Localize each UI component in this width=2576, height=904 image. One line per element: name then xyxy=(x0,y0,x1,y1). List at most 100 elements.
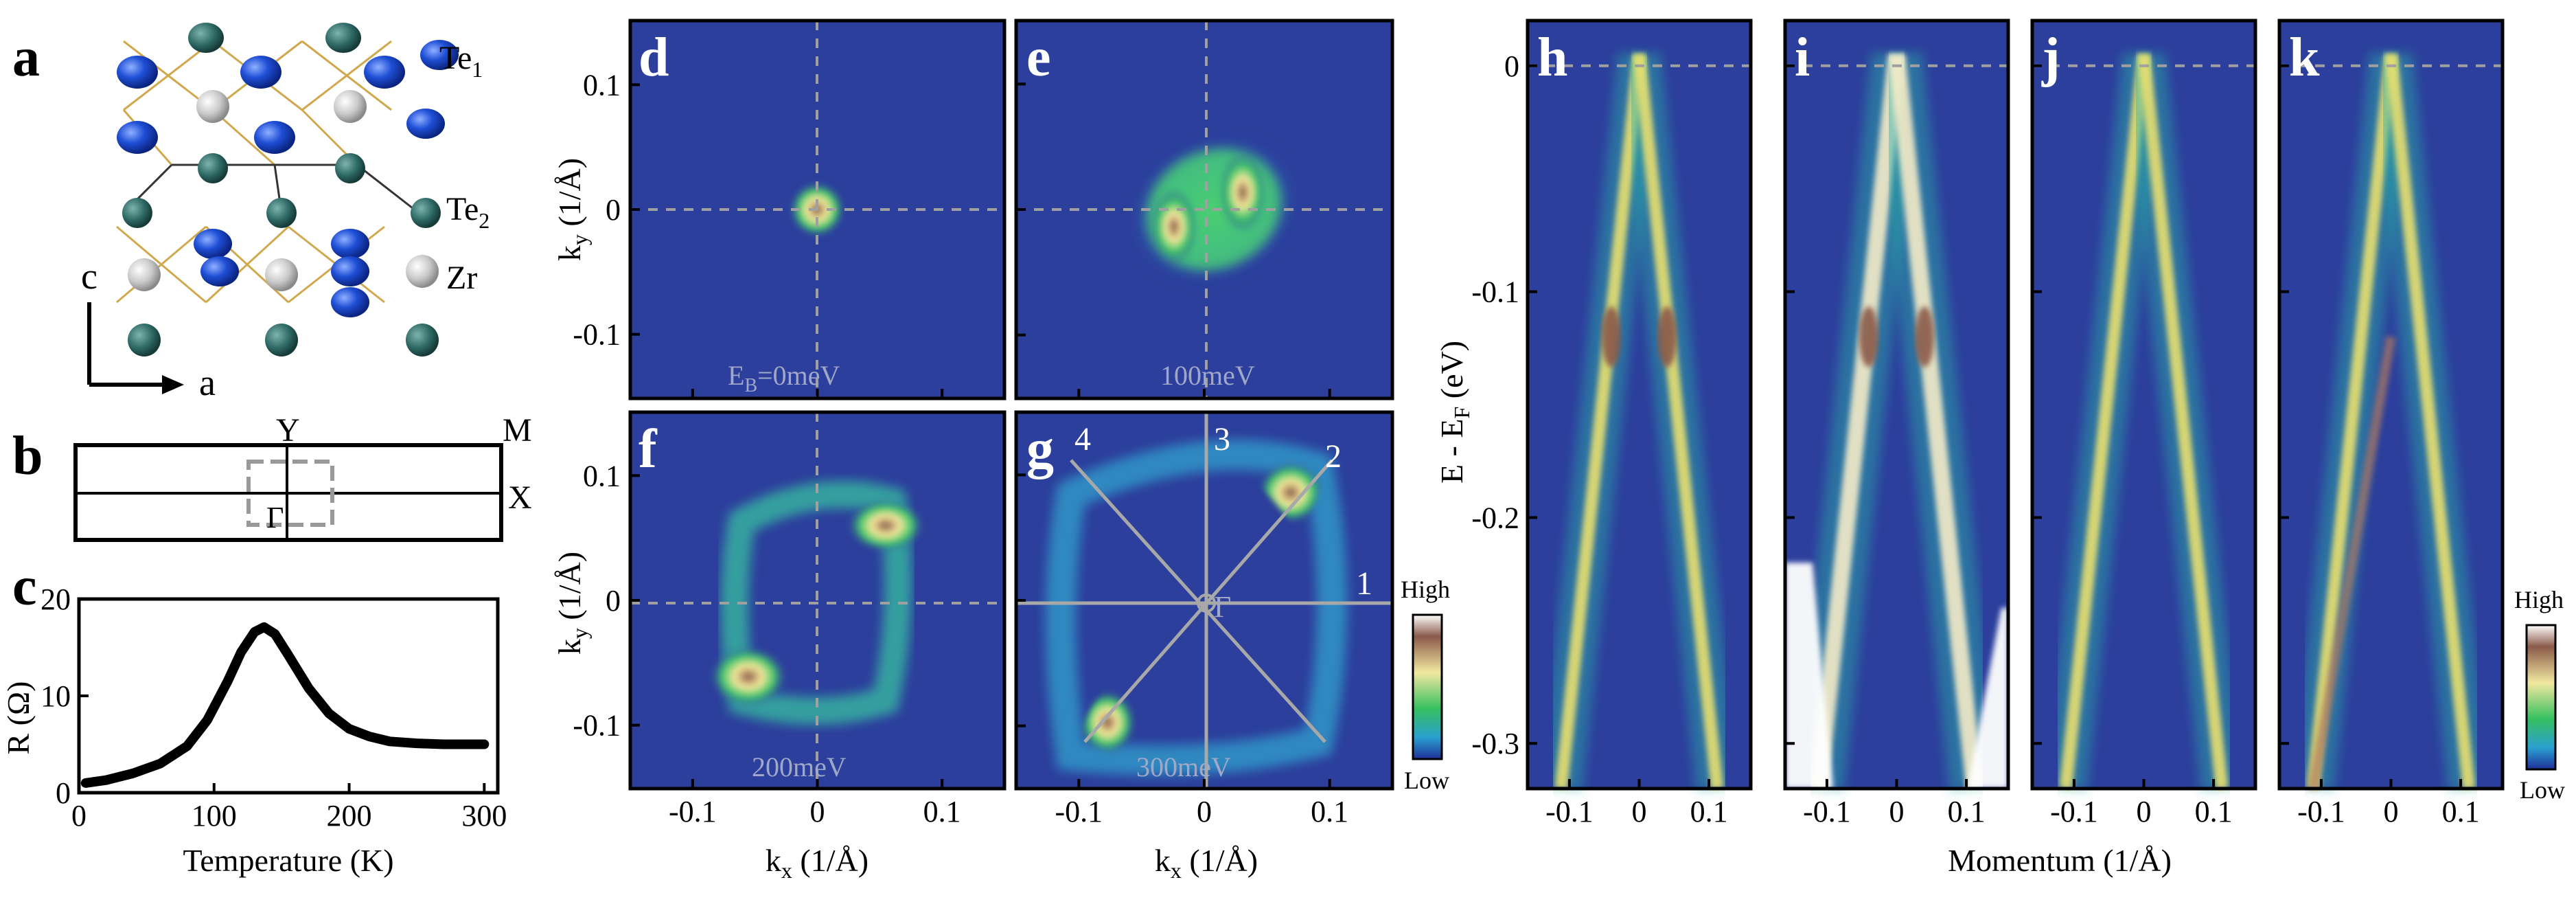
cut-band-left xyxy=(2059,54,2150,789)
map-f-ylabel: ky (1/Å) xyxy=(552,552,592,655)
resistance-ytick-label: 10 xyxy=(41,679,71,713)
cut-hotspot xyxy=(1601,306,1621,368)
te2-atom xyxy=(325,23,361,53)
map-colorbar-high: High xyxy=(1401,576,1450,603)
cut-colorbar-low: Low xyxy=(2520,776,2565,804)
map-ytick-label: -0.1 xyxy=(573,709,621,743)
resistance-ytick-label: 20 xyxy=(41,583,71,616)
cut-band-left xyxy=(1554,54,1646,789)
zr-atom xyxy=(265,258,298,291)
panel-label-c: c xyxy=(12,556,37,617)
panel-a: a xyxy=(12,23,490,403)
cut-ytick-label: -0.2 xyxy=(1471,501,1519,534)
map-f-caption: 200meV xyxy=(752,752,847,782)
panel-label-b: b xyxy=(12,426,43,486)
cut-xtick-label: 0.1 xyxy=(2195,795,2233,828)
te1-atom xyxy=(364,56,405,89)
atom-label-te1: Te xyxy=(439,40,472,76)
cut-xlabel: Momentum (1/Å) xyxy=(1948,843,2172,878)
map-g-gamma-label: Γ xyxy=(1214,590,1231,624)
map-xtick-label: 0.1 xyxy=(1311,795,1348,828)
band-cuts: h i j k -0.1 0 0.1 0 -0.1 -0.2 -0.3 -0.1 0 0.1 -0.1 0 0… xyxy=(1434,19,2565,878)
te2-atom xyxy=(265,324,298,357)
cut-hotspot xyxy=(1915,306,1935,368)
panel-label-i: i xyxy=(1795,27,1810,88)
cut-panel-k: k xyxy=(2277,19,2505,791)
resistance-ytick-label: 0 xyxy=(56,776,71,810)
cut-line-2 xyxy=(1083,459,1333,743)
cut-xtick-label: -0.1 xyxy=(2297,795,2345,828)
axis-c-label: c xyxy=(81,256,97,297)
te2-atom xyxy=(335,153,365,183)
te1-atom xyxy=(200,256,239,286)
map-g-hot-ll xyxy=(1078,689,1137,756)
zr-atom xyxy=(128,258,161,291)
te2-atom xyxy=(128,324,161,357)
cut-xtick-label: 0 xyxy=(2137,795,2152,828)
map-d-ylabel: ky (1/Å) xyxy=(552,158,592,261)
panel-label-e: e xyxy=(1026,27,1051,88)
te2-atom xyxy=(411,198,441,228)
atom-labels: Te1 Te2 Zr xyxy=(439,40,490,296)
cut-xtick-label: -0.1 xyxy=(2050,795,2098,828)
map-dashed-lines xyxy=(630,21,1392,789)
bz-measured-region xyxy=(246,460,334,527)
resistance-xtick-label: 100 xyxy=(192,799,237,833)
cut-ytick-label: 0 xyxy=(1504,49,1519,83)
cut-saturated-region xyxy=(1785,563,1833,789)
cut-panel-h: h xyxy=(1526,19,1753,791)
resistance-xlabel: Temperature (K) xyxy=(183,843,393,878)
te1-atom xyxy=(117,121,158,154)
cut-xtick-label: 0 xyxy=(1889,795,1905,828)
atom-label-zr: Zr xyxy=(446,260,477,296)
cut-number-3: 3 xyxy=(1214,421,1230,457)
panel-label-g: g xyxy=(1026,419,1054,479)
map-f-xlabel: kx (1/Å) xyxy=(766,843,869,883)
map-ytick-label: 0 xyxy=(606,584,621,618)
cut-ytick-label: -0.3 xyxy=(1471,727,1519,760)
te1-atom xyxy=(420,40,459,70)
map-g-caption: 300meV xyxy=(1136,752,1231,782)
te2-atom xyxy=(266,198,297,228)
cut-ylabel: E - EF (eV) xyxy=(1434,341,1474,484)
resistance-curve xyxy=(80,622,490,788)
map-g-hot-ur xyxy=(1256,460,1325,525)
resistance-ylabel: R (Ω) xyxy=(1,681,36,754)
resistance-xtick-label: 200 xyxy=(327,799,372,833)
cut-xtick-label: 0.1 xyxy=(1948,795,1986,828)
cut-band-right xyxy=(1633,54,1724,789)
map-e-hot-right xyxy=(1219,152,1266,232)
resistance-xtick-label: 0 xyxy=(71,799,87,833)
crystal-atoms xyxy=(117,23,459,357)
crystal-axes: c a xyxy=(81,256,216,403)
map-ytick-label: 0.1 xyxy=(583,459,621,493)
te1-atom xyxy=(240,56,281,89)
map-ytick-label: -0.1 xyxy=(573,318,621,352)
map-e-caption: 100meV xyxy=(1160,360,1255,391)
te1-atom xyxy=(331,256,369,286)
cut-ytick-label: -0.1 xyxy=(1471,275,1519,309)
panel-label-j: j xyxy=(2041,27,2060,88)
gamma-marker xyxy=(1197,594,1216,613)
resistance-xtick-label: 300 xyxy=(461,799,507,833)
cut-xtick-label: -0.1 xyxy=(1545,795,1594,828)
map-f-contour xyxy=(721,481,912,725)
zr-atom xyxy=(406,255,439,288)
te2-atom xyxy=(188,23,224,53)
panel-b: b Y M X Γ xyxy=(12,412,532,542)
te2-atom xyxy=(406,324,439,357)
map-xtick-label: -0.1 xyxy=(669,795,717,828)
map-f-hot-ur xyxy=(846,498,925,553)
map-d-caption: EB=0meV xyxy=(728,360,840,396)
map-xtick-label: 0.1 xyxy=(923,795,961,828)
cut-xtick-label: 0.1 xyxy=(1690,795,1728,828)
cut-band-right xyxy=(2137,54,2229,789)
te1-atom xyxy=(254,121,295,154)
cut-panel-i: i xyxy=(1783,19,2010,791)
map-ticks: 0.1 0 -0.1 -0.1 0 0.1 0.1 0 -0.1 -0.1 0 0.1 xyxy=(573,68,1348,828)
map-e-hot-left xyxy=(1151,189,1197,264)
cut-panel-j: j xyxy=(2030,19,2257,791)
panel-label-h: h xyxy=(1537,27,1568,88)
cut-number-2: 2 xyxy=(1325,438,1342,475)
